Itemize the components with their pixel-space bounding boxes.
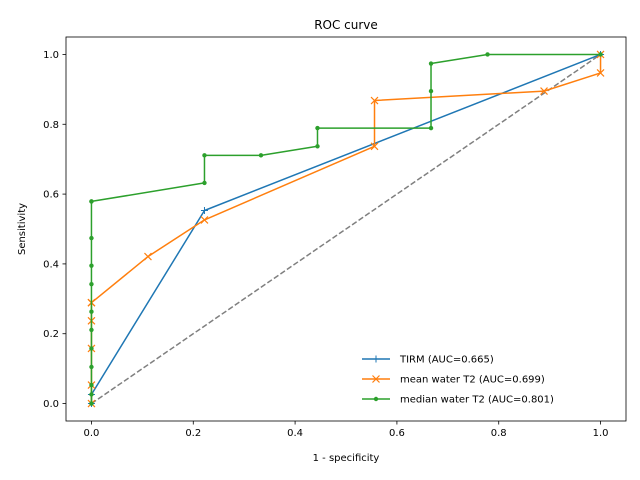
series-point-2-12 xyxy=(202,180,207,186)
x-tick-label-1: 0.2 xyxy=(185,428,201,439)
series-point-2-7 xyxy=(89,281,94,287)
series-point-1-7 xyxy=(200,215,209,224)
series-point-1-8 xyxy=(370,142,379,151)
y-tick-label-3: 0.6 xyxy=(43,190,59,201)
y-tick-label-1: 0.2 xyxy=(43,329,59,340)
series-point-2-20 xyxy=(485,52,490,57)
x-tick-label-4: 0.8 xyxy=(491,428,507,439)
series-point-2-15 xyxy=(315,144,320,149)
reference-diagonal-line xyxy=(91,53,601,405)
series-point-2-13 xyxy=(202,153,207,158)
series-point-2-9 xyxy=(89,235,94,241)
series-point-2-3 xyxy=(89,364,94,370)
legend-marker-0 xyxy=(372,355,380,363)
series-point-2-1 xyxy=(89,392,94,397)
legend-label-0: TIRM (AUC=0.665) xyxy=(399,355,494,366)
x-tick-label-5: 1.0 xyxy=(593,428,609,439)
x-tick-label-3: 0.6 xyxy=(389,428,405,439)
legend-entry-2: median water T2 (AUC=0.801) xyxy=(362,395,554,406)
legend: TIRM (AUC=0.665) mean water T2 (AUC=0.699… xyxy=(362,355,554,406)
axes-frame xyxy=(65,36,627,422)
x-axis-label: 1 - specificity xyxy=(313,453,380,464)
legend-label-2: median water T2 (AUC=0.801) xyxy=(400,395,554,406)
y-tick-label-4: 0.8 xyxy=(43,120,59,131)
y-tick-label-0: 0.0 xyxy=(43,399,59,410)
legend-label-1: mean water T2 (AUC=0.699) xyxy=(400,375,545,386)
plot-content xyxy=(87,50,605,408)
axis-ticks: 0.0 0.2 0.4 0.6 0.8 1.0 0.0 0.2 0.4 0.6 0.8 1.0 xyxy=(43,50,608,439)
series-2 xyxy=(89,52,603,406)
plot-area xyxy=(65,36,627,422)
series-point-2-0 xyxy=(89,401,94,406)
x-tick-label-0: 0.0 xyxy=(84,428,100,439)
series-point-1-9 xyxy=(370,96,379,105)
series-point-1-11 xyxy=(596,69,605,77)
series-point-1-6 xyxy=(144,252,152,261)
y-tick-label-2: 0.4 xyxy=(43,259,59,270)
series-point-2-4 xyxy=(89,346,94,351)
y-tick-label-5: 1.0 xyxy=(43,50,59,61)
y-axis-label: Sensitivity xyxy=(17,203,28,255)
series-point-2-8 xyxy=(89,263,94,268)
legend-entry-1: mean water T2 (AUC=0.699) xyxy=(362,375,545,386)
series-point-2-18 xyxy=(428,88,434,94)
legend-entry-0: TIRM (AUC=0.665) xyxy=(362,355,494,366)
series-point-2-11 xyxy=(89,199,94,204)
legend-marker-1 xyxy=(372,375,380,383)
series-point-2-14 xyxy=(258,153,264,158)
x-tick-label-2: 0.4 xyxy=(287,428,303,439)
legend-marker-2 xyxy=(373,396,379,402)
series-point-2-16 xyxy=(315,125,320,131)
series-point-2-21 xyxy=(598,52,603,57)
series-point-2-19 xyxy=(428,61,434,66)
series-point-1-10 xyxy=(540,87,548,96)
series-point-2-17 xyxy=(428,125,434,131)
series-point-2-6 xyxy=(89,309,94,314)
series-point-0-2 xyxy=(200,206,208,214)
series-point-2-5 xyxy=(89,327,94,333)
series-point-2-2 xyxy=(89,382,94,388)
chart-title: ROC curve xyxy=(314,18,378,32)
